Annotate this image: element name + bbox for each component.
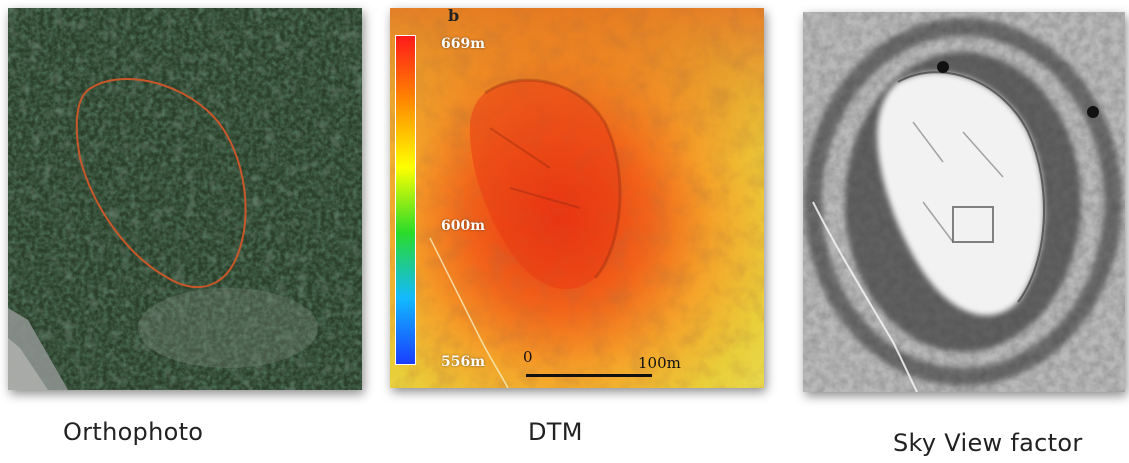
orthophoto-image xyxy=(8,8,362,390)
elevation-max-label: 669m xyxy=(441,36,486,52)
dtm-graphic xyxy=(390,8,764,388)
scale-start-label: 0 xyxy=(523,348,533,366)
caption-orthophoto: Orthophoto xyxy=(63,418,204,446)
elevation-min-label: 556m xyxy=(441,354,486,370)
elevation-colorbar xyxy=(395,35,416,365)
sky-view-graphic xyxy=(803,12,1125,392)
panel-tag: b xyxy=(448,8,460,25)
elevation-mid-label: 600m xyxy=(441,218,486,234)
dtm-image: b 669m 600m 556m 0 100m xyxy=(390,8,764,388)
scale-end-label: 100m xyxy=(638,354,681,372)
caption-sky-view-factor: Sky View factor xyxy=(893,429,1083,457)
hillfort-outline xyxy=(75,78,247,289)
sky-view-factor-image xyxy=(803,12,1125,392)
caption-dtm: DTM xyxy=(528,418,583,446)
scale-bar xyxy=(526,374,652,377)
orthophoto-graphic xyxy=(8,8,362,390)
